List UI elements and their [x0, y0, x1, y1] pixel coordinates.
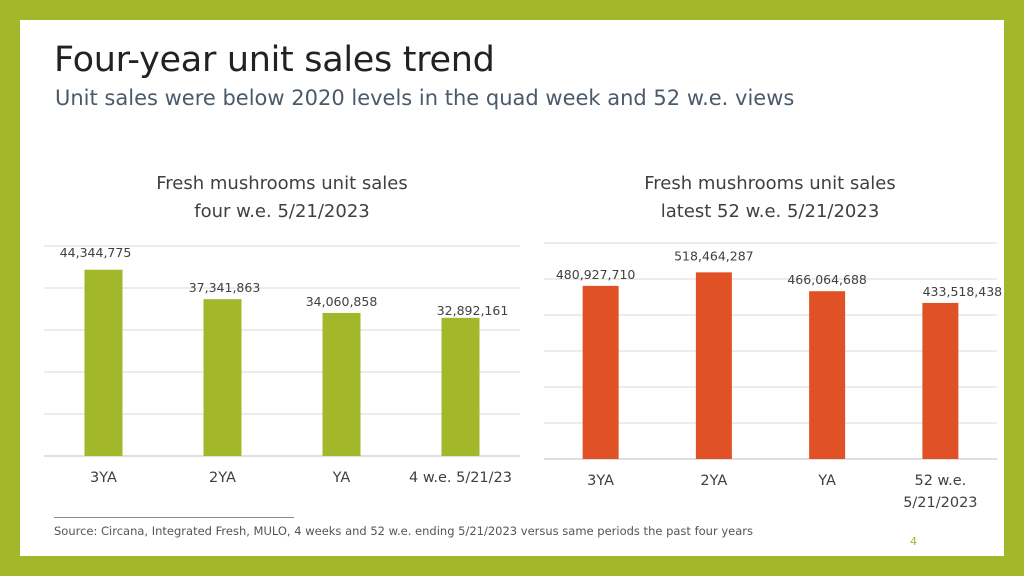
left-bar-3: [322, 312, 361, 456]
left-category-label: 4 w.e. 5/21/23: [409, 470, 512, 486]
source-footnote: Source: Circana, Integrated Fresh, MULO,…: [54, 524, 753, 538]
left-bar-value-label: 34,060,858: [306, 294, 378, 309]
right-bar-value-label: 480,927,710: [556, 267, 636, 282]
left-bar-value-label: 32,892,161: [437, 303, 509, 318]
left-bar-2: [203, 299, 242, 456]
right-bar-4: [922, 302, 959, 459]
slide-title: Four-year unit sales trend: [54, 40, 495, 80]
left-category-label: YA: [332, 470, 351, 486]
right-chart-title-line-1: Fresh mushrooms unit sales: [644, 173, 896, 194]
left-bar-value-label: 37,341,863: [189, 280, 261, 295]
page-number: 4: [910, 535, 917, 548]
left-category-label: 3YA: [90, 470, 117, 486]
right-category-label: 52 w.e.: [915, 473, 967, 489]
slide-subtitle: Unit sales were below 2020 levels in the…: [55, 86, 795, 110]
right-bar-3: [809, 291, 846, 459]
left-chart-title-line-1: Fresh mushrooms unit sales: [156, 173, 408, 194]
right-bar-chart: 480,927,710 3YA 518,464,287 2YA 466,064,688 Y…: [544, 242, 1003, 511]
right-bar-value-label: 466,064,688: [787, 272, 867, 287]
left-bar-4: [441, 317, 480, 456]
right-bar-value-label: 433,518,438: [923, 284, 1003, 299]
left-chart-title: Fresh mushrooms unit sales four w.e. 5/2…: [20, 170, 544, 226]
left-bar-value-label: 44,344,775: [60, 245, 132, 260]
left-chart-title-line-2: four w.e. 5/21/2023: [194, 201, 370, 222]
right-bar-1: [582, 285, 619, 459]
right-category-label: 3YA: [587, 473, 614, 489]
left-bar-1: [84, 269, 123, 456]
right-bar-value-label: 518,464,287: [674, 248, 754, 263]
right-chart-title-line-2: latest 52 w.e. 5/21/2023: [660, 201, 880, 222]
right-chart-title: Fresh mushrooms unit sales latest 52 w.e…: [520, 170, 1020, 226]
right-category-label: 2YA: [700, 473, 727, 489]
left-bar-chart: 44,344,775 3YA 37,341,863 2YA 34,060,858 YA 32…: [44, 245, 520, 486]
footnote-divider: [54, 517, 294, 518]
slide: Four-year unit sales trend Unit sales we…: [20, 20, 1004, 556]
right-bar-2: [695, 272, 732, 459]
right-category-label: YA: [817, 473, 836, 489]
right-category-label: 5/21/2023: [903, 495, 977, 511]
left-category-label: 2YA: [209, 470, 236, 486]
